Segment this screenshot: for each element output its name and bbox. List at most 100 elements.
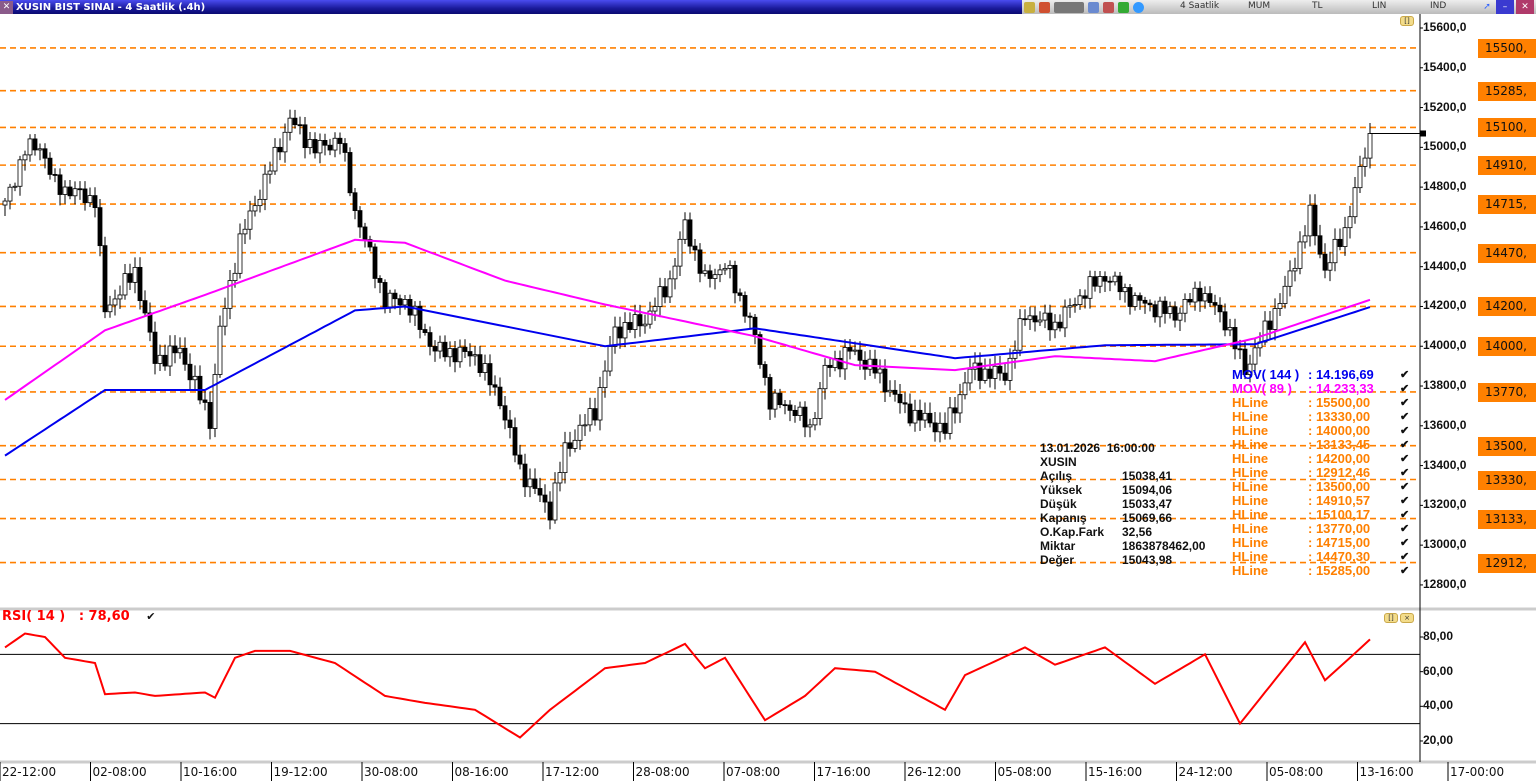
legend-value: : 15500,00 [1308, 395, 1371, 410]
panel-maximize-button[interactable]: [] [1400, 16, 1414, 26]
candle-body [1202, 293, 1208, 302]
candle-body [697, 249, 703, 274]
candle-body [242, 228, 248, 235]
legend-value: : 15285,00 [1308, 563, 1371, 578]
legend-name: HLine [1232, 423, 1269, 438]
candle-body [1252, 347, 1258, 365]
visible-check-icon[interactable]: ✔ [1400, 397, 1410, 409]
forward-icon[interactable] [1054, 1, 1084, 13]
time-tick-label: 28-08:00 [635, 765, 690, 779]
tool-icon[interactable] [1024, 1, 1035, 13]
visible-check-icon[interactable]: ✔ [1400, 369, 1410, 381]
legend-name: HLine [1232, 395, 1269, 410]
visible-check-icon[interactable]: ✔ [1400, 411, 1410, 423]
visible-check-icon[interactable]: ✔ [1400, 495, 1410, 507]
visible-check-icon[interactable]: ✔ [1400, 439, 1410, 451]
legend-name: MOV( 144 ) [1232, 367, 1300, 382]
legend-value: : 14.196,69 [1308, 367, 1374, 382]
visible-check-icon[interactable]: ✔ [1400, 509, 1410, 521]
visible-check-icon[interactable]: ✔ [1400, 565, 1410, 577]
rsi-visible-check-icon[interactable]: ✔ [146, 610, 156, 623]
move-icon[interactable] [1133, 1, 1144, 13]
visible-check-icon[interactable]: ✔ [1400, 537, 1410, 549]
candle-body [562, 442, 568, 474]
candle-body [1077, 295, 1083, 305]
visible-check-icon[interactable]: ✔ [1400, 551, 1410, 563]
candle-body [122, 273, 128, 296]
period-select[interactable]: 4 Saatlik [1180, 1, 1220, 11]
candle-body [117, 294, 123, 300]
mov89-line [4, 238, 1371, 401]
visible-check-icon[interactable]: ✔ [1400, 453, 1410, 465]
visible-check-icon[interactable]: ✔ [1400, 383, 1410, 395]
pencil-icon[interactable] [1118, 1, 1129, 13]
visible-check-icon[interactable]: ✔ [1400, 467, 1410, 479]
rsi-close-button[interactable]: × [1400, 613, 1414, 623]
candle-body [1322, 253, 1328, 271]
candle-body [922, 412, 928, 421]
visible-check-icon[interactable]: ✔ [1400, 425, 1410, 437]
minimize-button[interactable]: – [1496, 0, 1514, 14]
info-row: Açılış 15038,41 [1040, 469, 1205, 483]
candle-body [377, 278, 383, 283]
candle-body [1287, 270, 1293, 287]
candle-body [422, 329, 428, 333]
tool-icon[interactable] [1039, 1, 1050, 13]
price-tick-label: 15200,0 [1423, 99, 1467, 114]
price-tick-label: 14200,0 [1423, 298, 1467, 313]
chart-icon[interactable] [1103, 1, 1114, 13]
visible-check-icon[interactable]: ✔ [1400, 523, 1410, 535]
price-tick-label: 12800,0 [1423, 576, 1467, 591]
legend-name: HLine [1232, 437, 1269, 452]
close-chart-button[interactable]: ✕ [0, 0, 13, 14]
scale-select[interactable]: LIN [1372, 1, 1387, 11]
chart-toolbar: 4 Saatlik MUM TL LIN IND ➚ – ✕ [1022, 0, 1536, 14]
arrow-icon[interactable]: ➚ [1483, 2, 1491, 12]
candle-body [947, 407, 953, 434]
candle-body [597, 387, 603, 421]
candle-body [702, 270, 708, 274]
candle-body [1092, 276, 1098, 287]
candle-body [447, 348, 453, 358]
candle-body [1297, 241, 1303, 269]
candle-body [497, 386, 503, 407]
currency-select[interactable]: TL [1312, 1, 1323, 11]
close-window-button[interactable]: ✕ [1516, 0, 1534, 14]
legend-item: HLine : 15500,00 ✔ [1232, 396, 1409, 410]
candle-body [677, 238, 683, 267]
legend-item: HLine: 13500,00 ✔ [1232, 480, 1409, 494]
price-tick-label: 15600,0 [1423, 20, 1467, 34]
candle-body [1242, 348, 1248, 375]
candle-body [1282, 285, 1288, 304]
grid-icon[interactable] [1088, 1, 1099, 13]
indicator-select[interactable]: IND [1430, 1, 1447, 11]
candle-body [1142, 299, 1148, 304]
candle-body [1117, 275, 1123, 293]
candle-body [772, 392, 778, 410]
candle-body [282, 131, 288, 153]
candle-body [802, 406, 808, 428]
candle-body [612, 326, 618, 347]
candle-body [442, 341, 448, 358]
candle-body [72, 188, 78, 197]
candle-body [662, 286, 668, 298]
candle-body [852, 349, 858, 352]
info-value: 15094,06 [1122, 483, 1173, 497]
candle-body [432, 346, 438, 352]
legend-item: HLine : 13133,45 ✔ [1232, 438, 1409, 452]
candle-body [837, 357, 843, 370]
candle-body [357, 210, 363, 228]
legend-value: : 13133,45 [1308, 437, 1371, 452]
candle-body [1217, 304, 1223, 313]
candle-body [172, 345, 178, 354]
visible-check-icon[interactable]: ✔ [1400, 481, 1410, 493]
chart-type-select[interactable]: MUM [1248, 1, 1271, 11]
rsi-maximize-button[interactable]: [] [1384, 613, 1398, 623]
legend-value: : 13330,00 [1308, 409, 1371, 424]
candle-body [132, 266, 138, 283]
candle-body [352, 192, 358, 211]
candle-body [12, 185, 18, 188]
candle-body [482, 363, 488, 374]
candle-body [382, 282, 388, 308]
